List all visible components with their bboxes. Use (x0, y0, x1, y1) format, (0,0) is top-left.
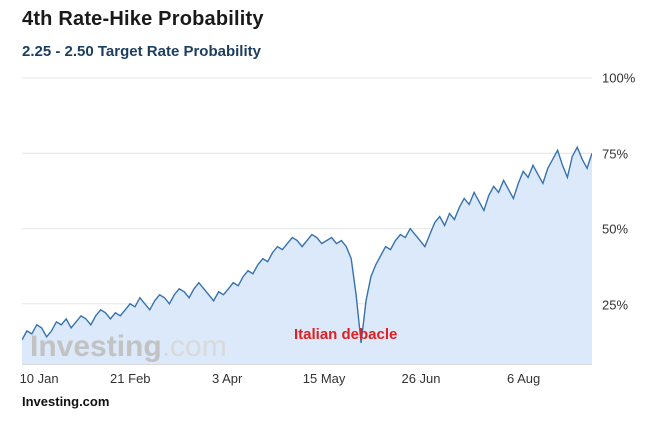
watermark-suffix: .com (161, 330, 227, 363)
probability-area-fill (22, 147, 592, 364)
y-axis-label: 50% (602, 221, 629, 237)
probability-chart: Investing.com Italian debacle (22, 75, 592, 365)
x-axis-label: 10 Jan (19, 371, 59, 386)
watermark-text: Investing (30, 330, 162, 363)
y-axis-label: 75% (602, 146, 629, 162)
x-axis: 10 Jan 21 Feb 3 Apr 15 May 26 Jun 6 Aug (19, 371, 592, 389)
x-axis-label: 21 Feb (110, 371, 151, 386)
watermark-investing: Investing.com (30, 332, 227, 362)
x-axis-label: 6 Aug (506, 371, 541, 386)
x-axis-label: 15 May (302, 371, 346, 386)
chart-subtitle: 2.25 - 2.50 Target Rate Probability (22, 43, 261, 60)
page-title: 4th Rate-Hike Probability (22, 8, 264, 30)
probability-line (22, 145, 592, 344)
y-axis: 100% 75% 50% 25% (600, 71, 655, 365)
x-axis-label: 26 Jun (401, 371, 441, 386)
y-axis-label: 25% (602, 297, 629, 313)
y-axis-label: 100% (602, 70, 636, 86)
annotation-italian-debacle: Italian debacle (294, 326, 398, 343)
source-credit: Investing.com (22, 394, 110, 409)
chart-canvas (22, 77, 592, 364)
x-axis-label: 3 Apr (212, 371, 243, 386)
